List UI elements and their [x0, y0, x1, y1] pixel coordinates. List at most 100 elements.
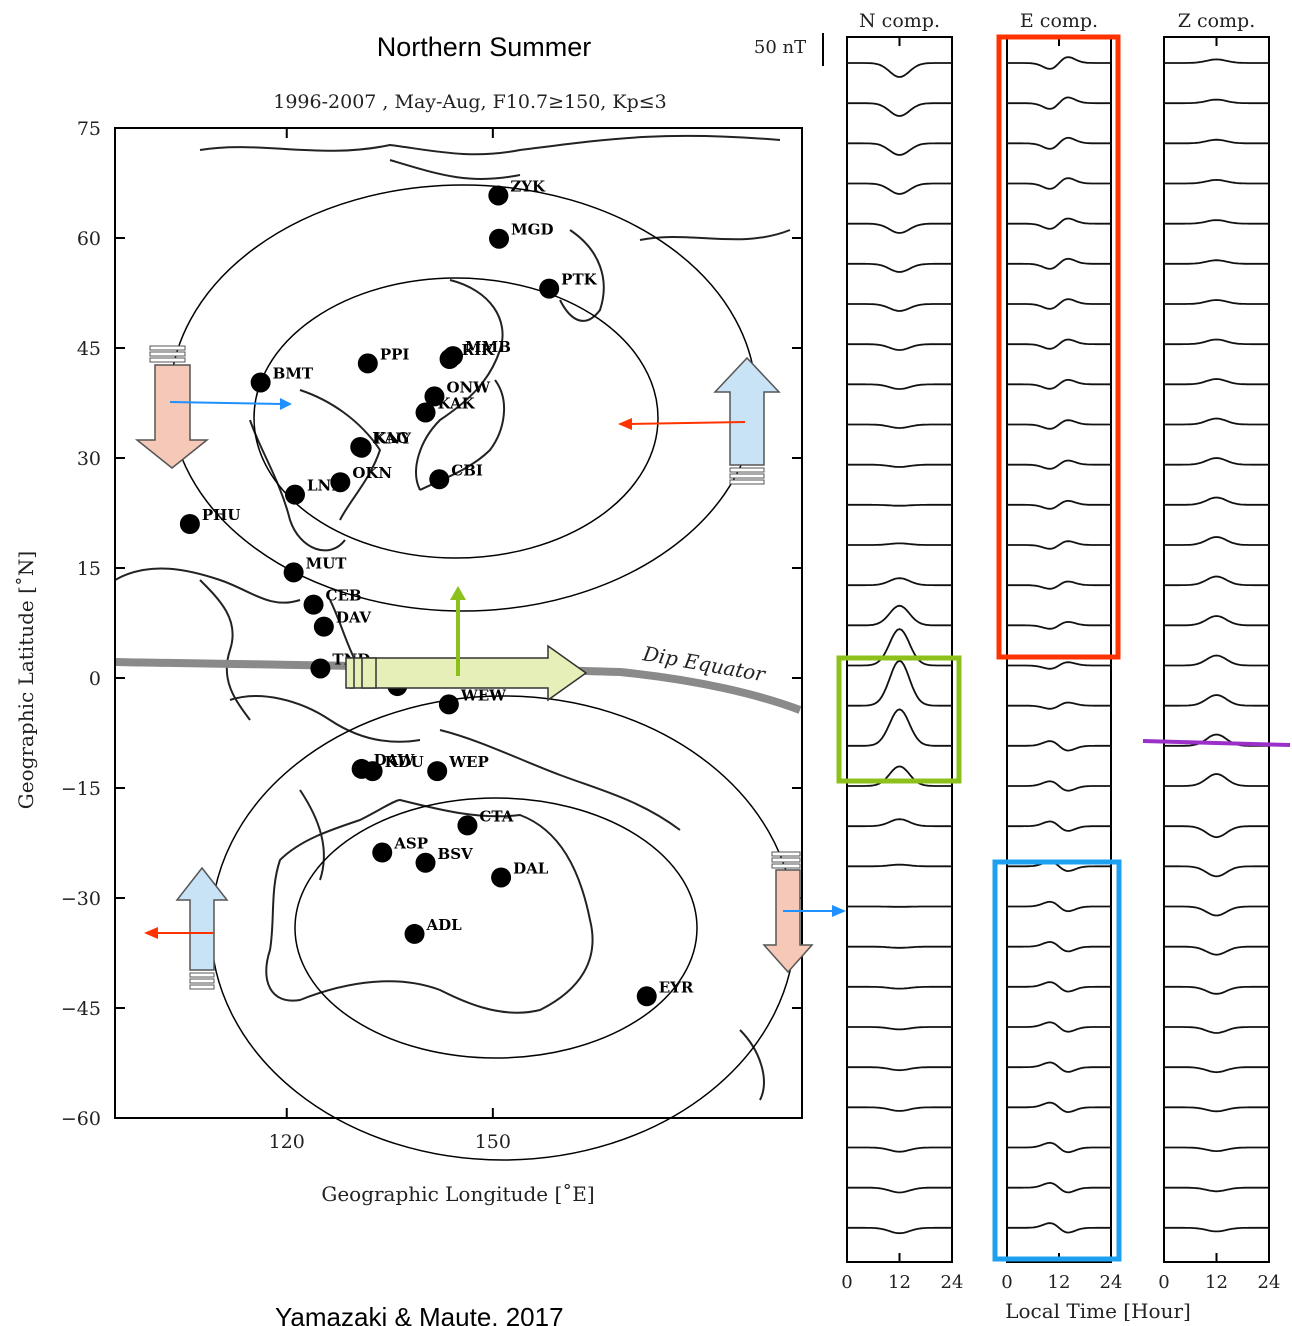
station-marker-phu: [179, 514, 200, 534]
trace-n-1: [847, 62, 952, 78]
trace-e-29: [1007, 1181, 1111, 1194]
scale-bar: 50 nT: [754, 33, 824, 66]
purple-marker-line: [1142, 739, 1291, 747]
trace-e-26: [1007, 1061, 1111, 1073]
trace-e-10: [1007, 419, 1111, 430]
highlight-box-blue: [992, 859, 1122, 1262]
panel-x-tick-label: 24: [941, 1272, 964, 1293]
trace-e-23: [1007, 940, 1111, 953]
station-label-cbi: CBI: [451, 461, 483, 479]
blue-pointer-arrow-2: [783, 905, 846, 917]
trace-n-21: [847, 863, 952, 868]
trace-e-20: [1007, 820, 1111, 832]
trace-z-2: [1164, 98, 1269, 105]
trace-n-27: [847, 1106, 952, 1112]
panel-frame-n: [846, 36, 953, 1263]
panel-frame-e: [1006, 36, 1112, 1263]
station-label-dal: DAL: [513, 859, 549, 877]
map-y-tick-label: −30: [61, 888, 101, 910]
trace-z-28: [1164, 1146, 1269, 1153]
map-frame: [114, 127, 803, 1119]
trace-n-13: [847, 542, 952, 546]
trace-n-30: [847, 1226, 952, 1235]
panel-x-tick-label: 12: [1205, 1272, 1228, 1293]
map-y-tick-label: 75: [77, 118, 101, 140]
station-label-wep: WEP: [448, 753, 489, 771]
trace-e-18: [1007, 740, 1111, 752]
map-x-tick-label: 150: [475, 1131, 511, 1153]
station-marker-ceb: [303, 594, 324, 615]
station-marker-bsv: [415, 852, 436, 873]
trace-n-23: [847, 945, 952, 949]
trace-n-10: [847, 423, 952, 429]
panel-x-tick-label: 0: [841, 1272, 852, 1293]
trace-n-26: [847, 1066, 952, 1072]
trace-n-16: [847, 628, 952, 667]
trace-n-3: [847, 142, 952, 156]
scale-label: 50 nT: [754, 37, 806, 58]
station-marker-adl: [404, 923, 425, 944]
station-label-adl: ADL: [426, 916, 463, 934]
trace-z-15: [1164, 615, 1269, 627]
panel-x-tick-label: 24: [1100, 1272, 1123, 1293]
station-label-lnp: LNP: [307, 477, 343, 495]
station-label-kak: KAK: [438, 395, 476, 413]
trace-e-16: [1007, 661, 1111, 670]
station-label-mmb: MMB: [465, 338, 511, 356]
station-marker-bmt: [250, 372, 271, 393]
trace-z-16: [1164, 654, 1269, 667]
station-marker-cta: [457, 815, 478, 836]
trace-e-13: [1007, 540, 1111, 550]
trace-n-12: [847, 503, 952, 507]
trace-z-4: [1164, 178, 1269, 185]
panel-x-tick-label: 24: [1258, 1272, 1281, 1293]
map-y-tick-label: −60: [61, 1108, 101, 1130]
station-marker-rik: [439, 349, 460, 369]
southward-arrow-southeast: [762, 851, 814, 974]
trace-e-8: [1007, 338, 1111, 350]
map-subtitle: 1996-2007 , May-Aug, F10.7≥150, Kp≤3: [273, 91, 667, 113]
panel-title-z: Z comp.: [1178, 10, 1256, 32]
trace-n-11: [847, 463, 952, 468]
trace-e-12: [1007, 499, 1111, 510]
southward-arrow-northwest: [134, 345, 210, 469]
station-label-wew: WEW: [460, 686, 507, 704]
station-label-bsv: BSV: [438, 845, 474, 863]
trace-e-7: [1007, 298, 1111, 310]
station-label-ptk: PTK: [561, 271, 597, 289]
trace-n-2: [847, 102, 952, 117]
northward-arrow-southwest: [175, 866, 229, 990]
trace-z-26: [1164, 1066, 1269, 1074]
trace-e-17: [1007, 701, 1111, 710]
trace-n-6: [847, 262, 952, 273]
trace-z-5: [1164, 219, 1269, 225]
trace-e-24: [1007, 981, 1111, 993]
station-marker-eyr: [636, 986, 657, 1007]
map-y-tick-label: 30: [77, 448, 101, 470]
highlight-box-red: [996, 34, 1121, 660]
trace-z-20: [1164, 825, 1269, 839]
trace-e-6: [1007, 257, 1111, 270]
trace-n-15: [847, 604, 952, 627]
station-label-phu: PHU: [202, 506, 241, 524]
trace-z-12: [1164, 496, 1269, 506]
trace-n-19: [847, 765, 952, 787]
trace-n-7: [847, 303, 952, 312]
trace-z-29: [1164, 1186, 1269, 1193]
station-marker-cbi: [429, 469, 450, 490]
station-label-daw: DAW: [374, 751, 416, 769]
panel-x-tick-label: 12: [888, 1272, 911, 1293]
northern-inner-ellipse: [253, 277, 659, 559]
map-y-tick-label: 60: [77, 228, 101, 250]
trace-z-10: [1164, 417, 1269, 426]
map-y-tick-label: 0: [89, 668, 101, 690]
trace-e-28: [1007, 1141, 1111, 1154]
trace-n-17: [847, 659, 952, 707]
trace-z-25: [1164, 1026, 1269, 1034]
trace-z-11: [1164, 457, 1269, 466]
blue-pointer-arrow-1: [169, 398, 292, 410]
eastward-arrow: [345, 644, 588, 702]
southern-inner-ellipse: [294, 797, 698, 1059]
